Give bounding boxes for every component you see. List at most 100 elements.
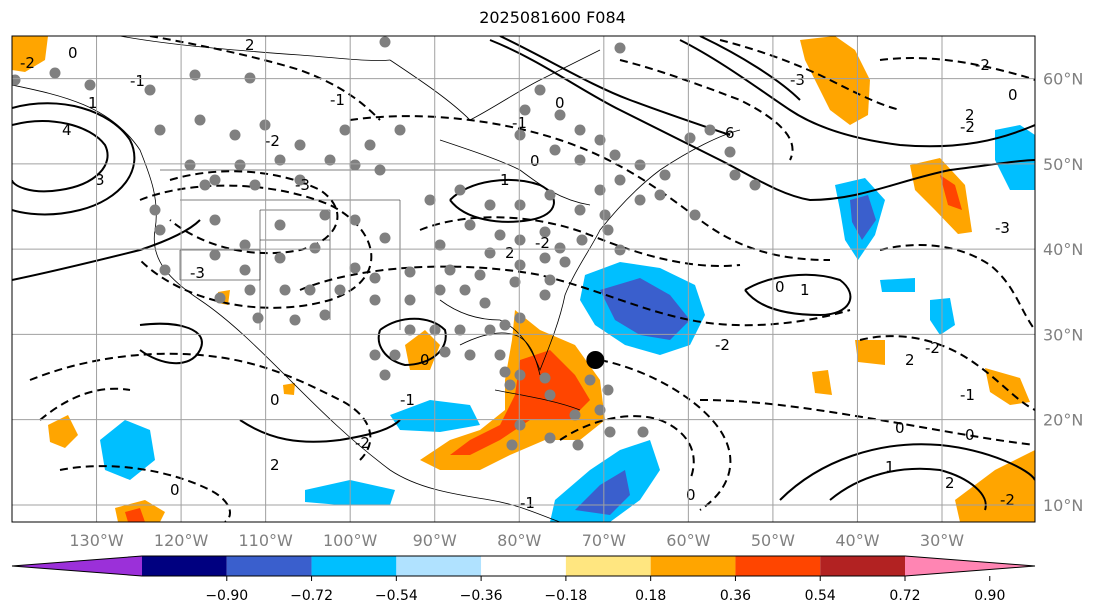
contour-lines bbox=[12, 36, 1035, 511]
contour-label: -2 bbox=[975, 56, 990, 74]
positive-anomaly-core bbox=[450, 350, 590, 455]
contour-label: -2 bbox=[535, 234, 550, 252]
longitude-label: 100°W bbox=[323, 531, 378, 550]
contour-label: 1 bbox=[800, 281, 810, 299]
longitude-label: 130°W bbox=[69, 531, 124, 550]
contour-label: -3 bbox=[190, 264, 205, 282]
longitude-label: 80°W bbox=[497, 531, 541, 550]
colorbar-tick-label: −0.18 bbox=[544, 588, 587, 604]
latitude-label: 20°N bbox=[1043, 411, 1083, 430]
latitude-label: 40°N bbox=[1043, 240, 1083, 259]
latitude-labels: 10°N 20°N 30°N 40°N 50°N 60°N bbox=[1043, 70, 1083, 515]
contour-label: 4 bbox=[62, 121, 72, 139]
negative-anomaly-caribbean-east bbox=[550, 440, 660, 522]
longitude-label: 110°W bbox=[238, 531, 293, 550]
contour-label: -2 bbox=[1000, 491, 1015, 509]
colorbar-segment bbox=[311, 556, 397, 576]
contour-label: 0 bbox=[686, 486, 696, 504]
contour-label: -1 bbox=[520, 494, 535, 512]
positive-anomaly-caribbean bbox=[420, 310, 605, 470]
contour-label: 0 bbox=[420, 351, 430, 369]
contour-label: -1 bbox=[330, 91, 345, 109]
contour-label: -3 bbox=[790, 71, 805, 89]
longitude-label: 120°W bbox=[154, 531, 209, 550]
contour-label: -2 bbox=[355, 434, 370, 452]
longitude-label: 30°W bbox=[920, 531, 964, 550]
positive-anomaly-north-atlantic-core bbox=[940, 175, 962, 210]
colorbar-outline bbox=[11, 555, 1036, 577]
significance-dots bbox=[12, 36, 761, 451]
contour-label: -2 bbox=[265, 132, 280, 150]
longitude-label: 70°W bbox=[582, 531, 626, 550]
contour-label: 2 bbox=[945, 474, 955, 492]
latitude-label: 30°N bbox=[1043, 325, 1083, 344]
contour-label: 0 bbox=[555, 94, 565, 112]
latitude-label: 50°N bbox=[1043, 155, 1083, 174]
positive-anomaly-gulf bbox=[405, 330, 440, 370]
latitude-label: 60°N bbox=[1043, 70, 1083, 89]
positive-anomaly-east-2 bbox=[812, 370, 832, 395]
contour-label-group: -2 2 -1 0 1 -3 3 -2 0 -1 6 -2 -3 0 -3 -2… bbox=[20, 36, 1018, 512]
colorbar-tick-label: 0.90 bbox=[974, 588, 1005, 604]
colorbar-segment bbox=[820, 556, 905, 576]
contour-label: 0 bbox=[170, 481, 180, 499]
colorbar-tick-label: −0.54 bbox=[375, 588, 418, 604]
longitude-label: 40°W bbox=[835, 531, 879, 550]
negative-anomaly-pacific bbox=[100, 420, 155, 480]
contour-label: 0 bbox=[895, 419, 905, 437]
contour-label: 2 bbox=[270, 456, 280, 474]
colorbar-extend-high bbox=[905, 556, 1035, 576]
contour-label: 1 bbox=[88, 94, 98, 112]
colorbar-segment bbox=[142, 556, 227, 576]
map-title: 2025081600 F084 bbox=[479, 8, 626, 27]
colorbar-ticks: −0.90 −0.72 −0.54 −0.36 −0.18 0.18 0.36 0.54 0.7… bbox=[205, 576, 1005, 604]
colorbar-extend-low bbox=[12, 556, 142, 576]
colorbar-tick-label: 0.72 bbox=[889, 588, 920, 604]
positive-anomaly-alaska bbox=[12, 36, 48, 72]
storm-center-marker bbox=[586, 351, 605, 369]
colorbar-segment bbox=[650, 556, 736, 576]
positive-anomaly-greenland bbox=[800, 36, 870, 125]
contour-label: 2 bbox=[245, 36, 255, 54]
map-panel: -2 2 -1 0 1 -3 3 -2 0 -1 6 -2 -3 0 -3 -2… bbox=[12, 36, 1035, 522]
colorbar-segment bbox=[226, 556, 312, 576]
latitude-label: 10°N bbox=[1043, 496, 1083, 515]
coastlines bbox=[12, 36, 741, 522]
contour-label: 6 bbox=[725, 124, 735, 142]
contour-label: 2 bbox=[505, 244, 515, 262]
negative-anomaly-mid-atlantic-core bbox=[850, 195, 876, 240]
contour-label: 1 bbox=[885, 458, 895, 476]
positive-anomaly-southeast bbox=[955, 450, 1035, 522]
contour-label: 2 bbox=[905, 351, 915, 369]
positive-anomaly-north-atlantic bbox=[910, 158, 972, 234]
positive-anomaly-east-3 bbox=[985, 368, 1030, 405]
contour-label: -2 bbox=[20, 54, 35, 72]
positive-anomaly-pacific bbox=[48, 415, 78, 448]
contour-label: 0 bbox=[270, 391, 280, 409]
colorbar-tick-label: −0.90 bbox=[205, 588, 248, 604]
colorbar-tick-label: 0.54 bbox=[805, 588, 836, 604]
contour-label: -3 bbox=[995, 219, 1010, 237]
contour-label: 0 bbox=[775, 278, 785, 296]
colorbar bbox=[11, 555, 1036, 577]
colorbar-segment bbox=[481, 556, 566, 576]
longitude-label: 50°W bbox=[751, 531, 795, 550]
contour-label: 0 bbox=[1008, 86, 1018, 104]
colorbar-tick-label: 0.18 bbox=[635, 588, 666, 604]
map-frame bbox=[11, 35, 1036, 523]
contour-label: 3 bbox=[95, 171, 105, 189]
contour-label: -1 bbox=[400, 391, 415, 409]
contour-label: -2 bbox=[960, 118, 975, 136]
negative-anomaly-caribbean-core bbox=[575, 470, 630, 515]
lat-lon-grid bbox=[12, 36, 1035, 522]
colorbar-segment bbox=[396, 556, 482, 576]
positive-anomaly-east-1 bbox=[855, 340, 885, 365]
colorbar-segment bbox=[735, 556, 821, 576]
contour-label: 1 bbox=[500, 171, 510, 189]
colorbar-tick-label: 0.36 bbox=[720, 588, 751, 604]
contour-label: -1 bbox=[960, 386, 975, 404]
negative-anomaly-east-2 bbox=[880, 278, 915, 292]
colorbar-tick-label: −0.36 bbox=[460, 588, 503, 604]
contour-label: -1 bbox=[130, 72, 145, 90]
